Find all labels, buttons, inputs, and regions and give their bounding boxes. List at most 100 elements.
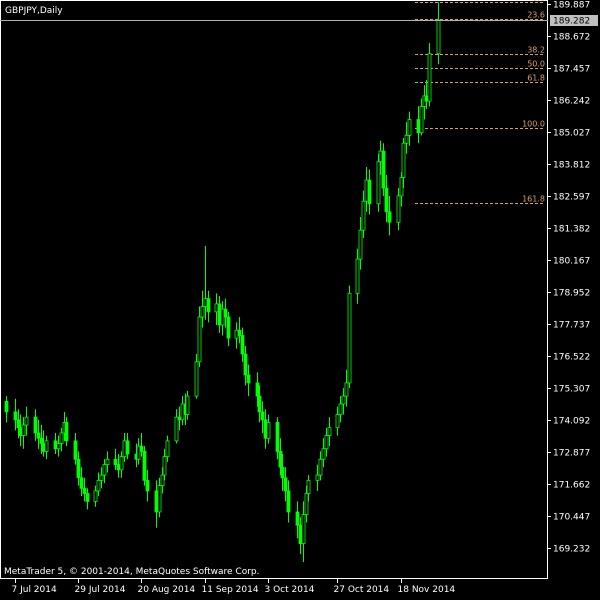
candle-body — [82, 487, 87, 494]
candle-body — [243, 353, 248, 376]
candle — [226, 311, 231, 347]
candle — [99, 467, 104, 489]
candle — [341, 388, 346, 415]
candle-body — [180, 403, 185, 421]
candle — [79, 467, 84, 497]
candle — [157, 477, 162, 518]
candle-body — [113, 458, 118, 465]
candle-body — [387, 211, 392, 223]
candle-body — [318, 458, 323, 476]
candle-body — [416, 119, 421, 134]
candle — [243, 346, 248, 386]
y-tick-label: 180.167 — [553, 257, 590, 267]
candle — [93, 485, 98, 507]
candle-body — [145, 479, 150, 492]
candle-body — [427, 53, 432, 102]
candle-body — [364, 179, 369, 202]
candle — [200, 290, 205, 328]
candle-body — [358, 229, 363, 260]
y-tick-label: 171.662 — [553, 481, 590, 491]
candle — [321, 438, 326, 468]
candle-body — [306, 479, 311, 494]
candle-body — [301, 514, 306, 544]
price-axis: 189.887 188.672 187.457 186.242 185.027 183.8… — [548, 1, 590, 555]
candle — [419, 98, 424, 136]
candle-body — [226, 316, 231, 339]
candle-body — [246, 374, 251, 384]
candle — [105, 451, 110, 473]
candle — [347, 285, 352, 389]
y-tick-label: 187.457 — [553, 65, 590, 75]
candle — [355, 248, 360, 304]
candle — [335, 406, 340, 436]
candle-body — [73, 440, 78, 460]
candle-body — [404, 134, 409, 144]
candle — [275, 417, 280, 460]
candle — [13, 398, 18, 431]
candle-body — [381, 150, 386, 189]
candle — [96, 472, 101, 497]
fibonacci-retracement[interactable]: 0.0 23.6 38.2 50.0 61.8 100.0 161.8 — [415, 0, 545, 204]
candle-body — [76, 458, 81, 479]
candle-body — [79, 477, 84, 489]
candle-body — [217, 303, 222, 326]
candle-body — [367, 179, 372, 205]
candle-body — [136, 445, 141, 460]
candle-body — [24, 416, 29, 426]
candle-body — [177, 416, 182, 421]
candle — [404, 122, 409, 154]
candle — [283, 467, 288, 502]
candle-body — [275, 422, 280, 452]
candle-body — [283, 477, 288, 492]
candle-body — [162, 456, 167, 476]
candle-body — [266, 422, 271, 439]
candle-body — [154, 490, 159, 513]
candle — [240, 327, 245, 362]
candle — [174, 409, 179, 444]
candle-body — [263, 419, 268, 439]
candle-body — [237, 329, 242, 336]
candle-body — [298, 524, 303, 544]
candle-body — [39, 437, 44, 444]
candle-body — [315, 474, 320, 481]
candle-body — [18, 427, 23, 436]
time-axis: 7 Jul 2014 29 Jul 2014 20 Aug 2014 11 Sep 2… — [12, 579, 455, 595]
candle — [358, 216, 363, 270]
candle-body — [338, 403, 343, 415]
candle-body — [206, 298, 211, 313]
candle-body — [234, 329, 239, 339]
candle-body — [59, 432, 64, 444]
candle — [376, 153, 381, 212]
candle-body — [85, 493, 90, 502]
x-tick-label: 27 Oct 2014 — [334, 585, 390, 595]
fib-level-label: 50.0 — [527, 60, 545, 69]
y-tick-label: 175.307 — [553, 385, 590, 395]
candle-body — [419, 105, 424, 134]
candle — [102, 459, 107, 483]
candle — [113, 448, 118, 470]
y-tick-label: 176.522 — [553, 353, 590, 363]
candle-body — [278, 450, 283, 468]
candle-body — [214, 303, 219, 313]
candle — [76, 451, 81, 486]
candle-body — [116, 464, 121, 471]
fib-level-label: 61.8 — [527, 74, 545, 83]
candle-body — [260, 411, 265, 421]
current-price-box — [550, 15, 598, 26]
candle-body — [407, 119, 412, 136]
candle-body — [376, 161, 381, 205]
candle — [21, 417, 26, 449]
y-tick-label: 183.812 — [553, 161, 590, 171]
y-tick-label: 189.887 — [553, 1, 590, 11]
fib-level-label: 161.8 — [522, 195, 545, 204]
fib-level-label: 38.2 — [527, 46, 545, 55]
candle-body — [257, 395, 262, 413]
candle — [280, 454, 285, 491]
candle — [396, 188, 401, 231]
y-tick-label: 172.877 — [553, 449, 590, 459]
y-tick-label: 177.737 — [553, 321, 590, 331]
y-tick-label: 170.447 — [553, 513, 590, 523]
y-tick-label: 181.382 — [553, 225, 590, 235]
candle — [315, 464, 320, 491]
